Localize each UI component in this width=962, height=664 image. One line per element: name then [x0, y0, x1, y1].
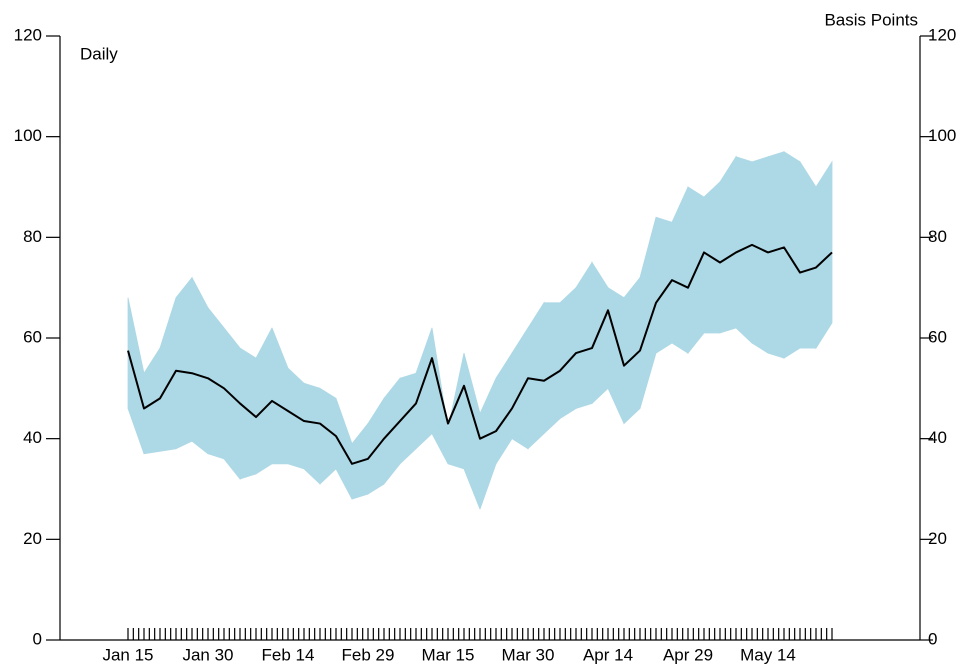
x-tick-label: May 14	[740, 645, 796, 664]
panel-label: Daily	[80, 44, 118, 63]
y2-tick-label: 40	[928, 428, 947, 447]
y-tick-label: 0	[33, 629, 42, 648]
band	[255, 327, 273, 475]
band	[319, 387, 337, 485]
x-tick-label: Mar 30	[502, 645, 555, 664]
band	[127, 297, 145, 454]
band	[751, 156, 769, 354]
band	[767, 151, 785, 359]
x-tick-label: Mar 15	[422, 645, 475, 664]
band	[175, 276, 193, 450]
band	[415, 327, 433, 450]
y-tick-label: 20	[23, 529, 42, 548]
band	[543, 302, 561, 435]
band	[367, 397, 385, 495]
x-tick-label: Apr 29	[663, 645, 713, 664]
x-tick-label: Apr 14	[583, 645, 633, 664]
band	[799, 160, 817, 349]
band	[495, 351, 513, 466]
band	[239, 347, 257, 480]
x-tick-label: Jan 15	[102, 645, 153, 664]
x-tick-label: Jan 30	[182, 645, 233, 664]
band	[591, 261, 609, 405]
y2-tick-label: 60	[928, 327, 947, 346]
band	[671, 186, 689, 354]
band	[575, 261, 593, 410]
y2-tick-label: 80	[928, 227, 947, 246]
band	[559, 286, 577, 420]
y2-tick-label: 20	[928, 529, 947, 548]
y2-tick-label: 0	[928, 629, 937, 648]
y-tick-label: 120	[14, 25, 42, 44]
y-tick-label: 100	[14, 126, 42, 145]
x-tick-label: Feb 14	[262, 645, 315, 664]
band	[719, 155, 737, 334]
band	[815, 160, 833, 350]
band	[623, 276, 641, 425]
band	[479, 378, 497, 510]
band	[735, 156, 753, 344]
y-tick-label: 60	[23, 327, 42, 346]
band	[271, 327, 289, 465]
band	[431, 327, 449, 465]
y2-tick-label: 100	[928, 126, 956, 145]
y2-tick-label: 120	[928, 25, 956, 44]
y-tick-label: 80	[23, 227, 42, 246]
band	[511, 326, 529, 450]
band	[447, 353, 465, 470]
band	[303, 382, 321, 485]
band	[783, 151, 801, 359]
unit-label: Basis Points	[824, 10, 918, 29]
band	[527, 301, 545, 450]
x-tick-label: Feb 29	[342, 645, 395, 664]
band	[223, 326, 241, 481]
band	[191, 277, 209, 455]
line	[127, 243, 833, 465]
y-tick-label: 40	[23, 428, 42, 447]
